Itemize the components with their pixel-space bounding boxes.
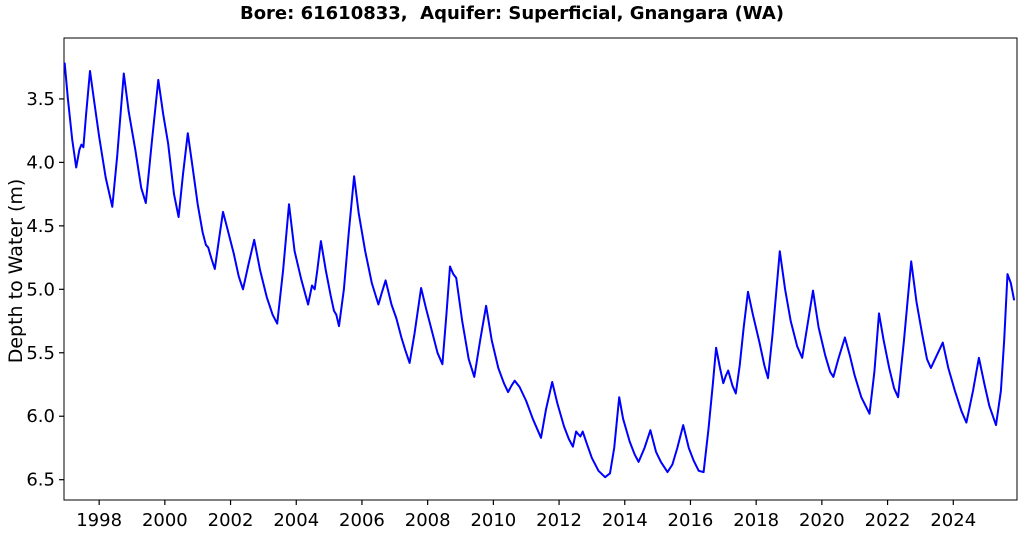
x-tick-label: 2002 [208,510,254,531]
y-tick-label: 3.5 [26,89,55,110]
x-tick-label: 2004 [273,510,319,531]
y-tick-label: 5.0 [26,279,55,300]
y-tick-label: 4.5 [26,216,55,237]
x-tick-label: 2010 [470,510,516,531]
y-tick-label: 6.0 [26,406,55,427]
x-tick-label: 2006 [339,510,385,531]
x-tick-label: 2012 [536,510,582,531]
x-tick-label: 2022 [865,510,911,531]
y-tick-label: 6.5 [26,470,55,491]
chart-title: Bore: 61610833, Aquifer: Superficial, Gn… [239,3,785,24]
x-tick-label: 2016 [668,510,714,531]
x-tick-label: 2018 [733,510,779,531]
plot-border [63,37,1018,501]
x-tick-label: 2008 [405,510,451,531]
y-tick-label: 5.5 [26,343,55,364]
y-tick-label: 4.0 [26,152,55,173]
x-tick-label: 2024 [930,510,976,531]
x-tick-label: 1998 [76,510,122,531]
x-tick-label: 2000 [142,510,188,531]
depth-series-line [63,62,1015,479]
x-tick-label: 2014 [602,510,648,531]
x-tick-label: 2020 [799,510,845,531]
